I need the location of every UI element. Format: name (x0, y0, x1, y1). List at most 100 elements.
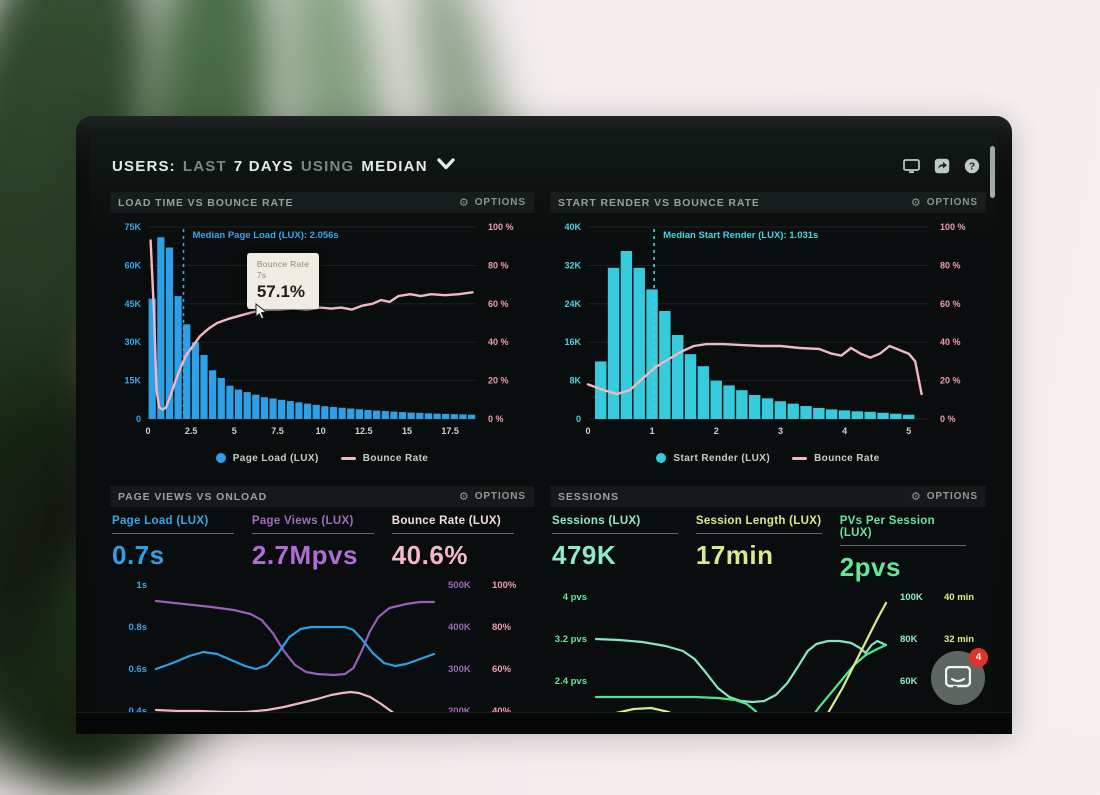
svg-text:500K: 500K (448, 580, 471, 591)
svg-text:60 %: 60 % (488, 299, 509, 309)
metric-value: 479K (552, 540, 617, 570)
histogram-bar (864, 411, 876, 419)
svg-text:7.5: 7.5 (271, 426, 284, 436)
svg-text:32 min: 32 min (944, 634, 974, 645)
histogram-bar (433, 413, 441, 419)
svg-text:100%: 100% (492, 580, 517, 591)
svg-text:32K: 32K (564, 260, 581, 270)
svg-text:20 %: 20 % (488, 376, 509, 386)
histogram-bar (620, 251, 633, 419)
svg-text:17.5: 17.5 (441, 426, 459, 436)
svg-text:12.5: 12.5 (355, 426, 373, 436)
svg-text:24K: 24K (564, 299, 581, 309)
legend-item[interactable]: Start Render (LUX) (656, 453, 770, 464)
gear-icon: ⚙ (910, 197, 922, 209)
svg-text:60%: 60% (492, 664, 512, 675)
histogram-bar (295, 402, 303, 419)
metric-label: Page Load (LUX) (112, 515, 209, 527)
options-label: OPTIONS (926, 197, 978, 208)
share-icon[interactable] (933, 158, 950, 175)
histogram-bar (800, 406, 812, 419)
svg-text:300K: 300K (448, 664, 471, 675)
panel-title: START RENDER VS BOUNCE RATE (558, 196, 760, 209)
chevron-down-icon[interactable] (437, 157, 455, 175)
help-icon[interactable]: ? (963, 158, 980, 175)
series-line-bounce-rate (154, 690, 395, 712)
histogram-bar (269, 398, 277, 419)
metric-rule (391, 533, 514, 534)
bounce-rate-line (586, 342, 923, 396)
svg-text:10: 10 (316, 426, 326, 436)
panels-grid: LOAD TIME VS BOUNCE RATE ⚙ OPTIONS 75K 10… (110, 192, 986, 712)
gear-icon: ⚙ (458, 197, 470, 209)
svg-text:15: 15 (402, 426, 412, 436)
svg-text:200K: 200K (448, 706, 471, 712)
start-render-histogram-chart: 40K 100 % 32K 80 % 24K 60 % 16K 40 % 8K 20 % 0 0 % 0… (550, 213, 986, 445)
histogram-bar (838, 410, 851, 419)
gear-icon: ⚙ (458, 491, 470, 503)
options-button[interactable]: ⚙ OPTIONS (459, 196, 526, 209)
legend-item[interactable]: Page Load (LUX) (215, 452, 319, 464)
scrollbar-thumb[interactable] (990, 146, 995, 198)
panel-load-time-vs-bounce-rate: LOAD TIME VS BOUNCE RATE ⚙ OPTIONS 75K 10… (110, 192, 534, 480)
histogram-bar (312, 404, 320, 419)
histogram-bar (183, 324, 191, 419)
metric-value: 40.6% (391, 540, 468, 570)
series-line-session-length (615, 601, 888, 712)
svg-text:75K: 75K (124, 222, 141, 232)
laptop-frame: USERS: LAST 7 DAYS USING MEDIAN ? (76, 116, 1012, 734)
header-users-label: USERS: (112, 157, 176, 175)
chart-legend: Page Load (LUX) Bounce Rate (110, 445, 534, 471)
options-button[interactable]: ⚙ OPTIONS (911, 490, 978, 503)
metric-rule (112, 533, 234, 534)
tooltip-label: Bounce Rate (256, 259, 310, 270)
histogram-bar (442, 413, 450, 419)
chat-unread-badge: 4 (969, 648, 988, 667)
svg-text:8K: 8K (569, 376, 581, 386)
series-line-page-views (154, 599, 436, 677)
series-line-sessions (594, 637, 888, 704)
histogram-bar (303, 403, 312, 419)
histogram-bar (200, 355, 208, 419)
histogram-bar (710, 380, 722, 419)
metric-page-views: Page Views (LUX) 2.7Mpvs (251, 515, 392, 571)
svg-text:?: ? (968, 161, 974, 173)
display-icon[interactable] (903, 158, 920, 175)
options-button[interactable]: ⚙ OPTIONS (459, 490, 526, 503)
panel-sessions: SESSIONS ⚙ OPTIONS Sessions (LUX) 479K S… (550, 486, 986, 712)
histogram-bar (390, 411, 398, 419)
svg-text:0 %: 0 % (488, 414, 504, 424)
metric-value: 2.7Mpvs (251, 540, 358, 570)
panel-title: SESSIONS (558, 490, 619, 503)
svg-text:45K: 45K (124, 299, 141, 309)
legend-item[interactable]: Bounce Rate (340, 453, 429, 464)
metric-value: 17min (695, 540, 774, 570)
chat-widget-button[interactable]: 4 (931, 648, 988, 705)
tooltip-sublabel: 7s (256, 270, 267, 281)
sessions-svg: 4 pvs 100K 40 min 3.2 pvs 80K 32 min 2.4 pvs 60… (555, 592, 974, 712)
histogram-bar (329, 406, 338, 419)
svg-text:40 %: 40 % (940, 337, 961, 347)
chart-legend: Start Render (LUX) Bounce Rate (550, 445, 986, 471)
histogram-bar (877, 412, 889, 419)
metric-pvs-per-session: PVs Per Session (LUX) 2pvs (839, 515, 984, 583)
histogram-bar (851, 411, 864, 419)
legend-item[interactable]: Bounce Rate (792, 453, 880, 464)
histogram-bar (890, 413, 902, 419)
histogram-bar (252, 394, 260, 419)
histogram-bar (355, 409, 363, 419)
svg-text:Median Start Render (LUX): 1.0: Median Start Render (LUX): 1.031s (663, 230, 818, 241)
histogram-bar (165, 247, 174, 419)
svg-text:3.2 pvs: 3.2 pvs (555, 634, 587, 645)
metric-label: Session Length (LUX) (695, 515, 822, 527)
options-button[interactable]: ⚙ OPTIONS (911, 196, 978, 209)
legend-label: Page Load (LUX) (232, 452, 319, 464)
histogram-bar (174, 296, 182, 419)
load-time-histogram-chart: 75K 100 % 60K 80 % 45K 60 % 30K 40 % 15K 20 % 0 0 %… (110, 213, 534, 445)
gear-icon: ⚙ (910, 491, 922, 503)
svg-text:3: 3 (778, 426, 783, 436)
histogram-bar (234, 389, 243, 419)
metric-rule (839, 545, 966, 546)
metric-value: 2pvs (839, 552, 901, 582)
histogram-bar (684, 354, 697, 419)
